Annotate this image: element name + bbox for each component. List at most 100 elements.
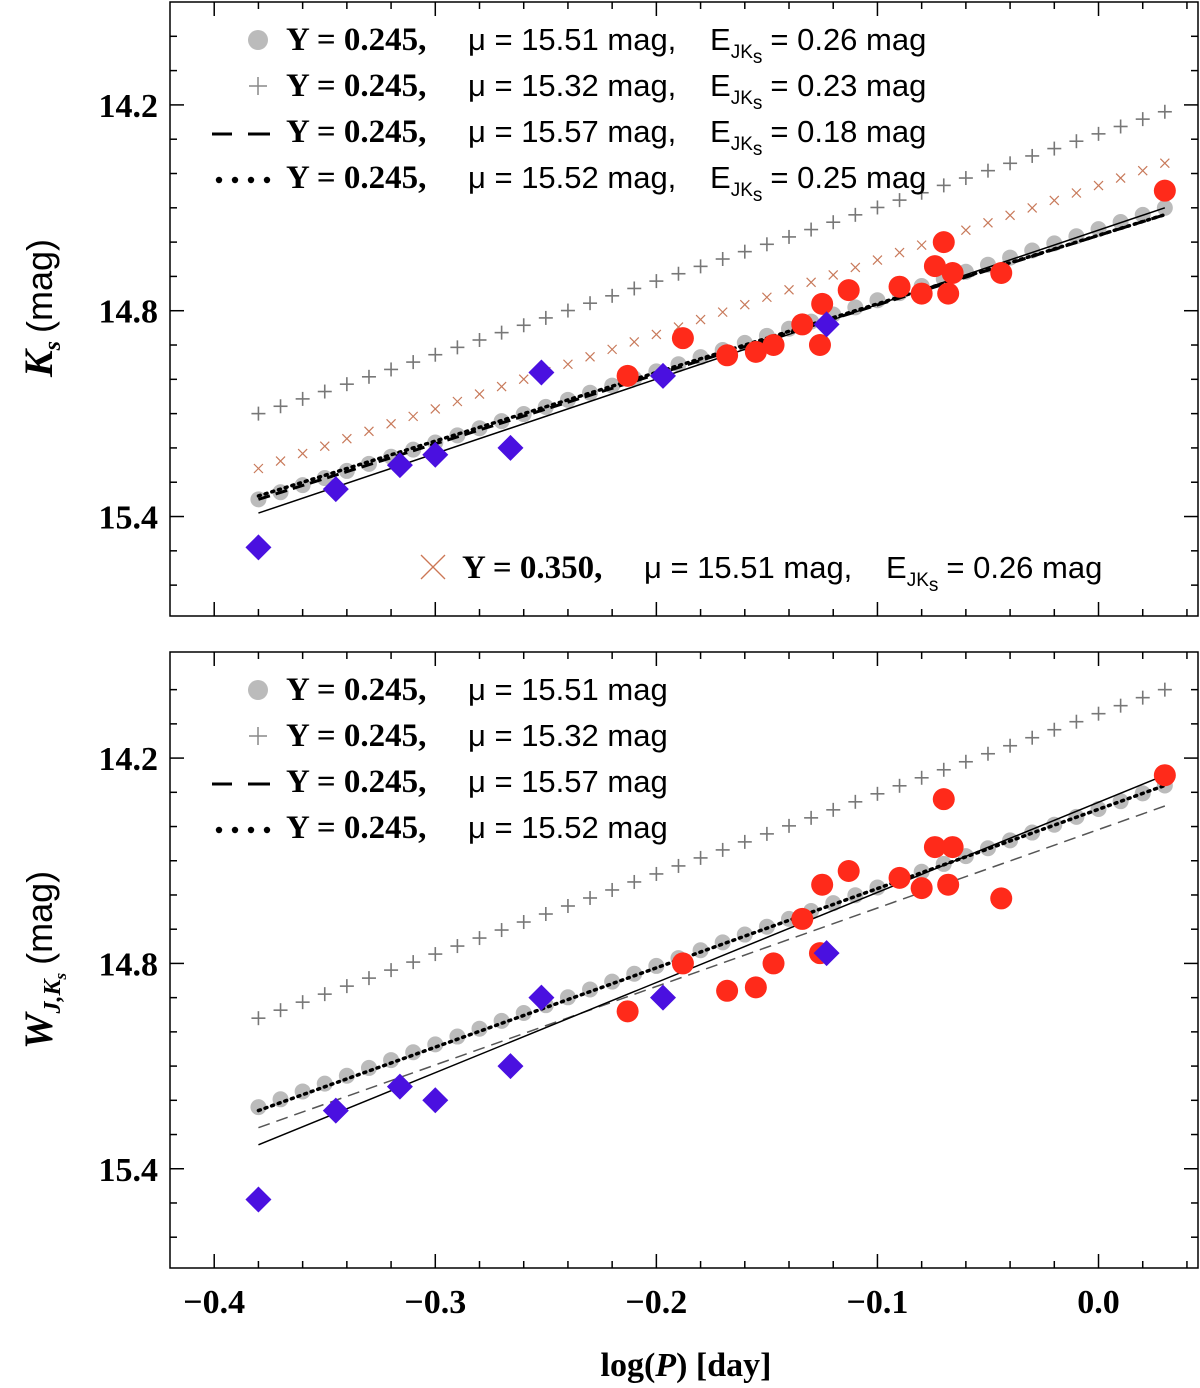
top-legend-e-val: = 0.18 mag [770, 114, 926, 149]
bottom-model-plus [317, 987, 332, 1002]
bottom-xtick-label: −0.2 [625, 1284, 687, 1321]
top-red-point [1153, 179, 1176, 202]
bottom-model-circle [449, 1028, 466, 1045]
bottom-blue-point [245, 1186, 272, 1213]
bottom-legend-dot [231, 826, 239, 834]
top-legend-e-val: = 0.23 mag [770, 68, 926, 103]
bottom-red-point [791, 907, 814, 930]
top-model-plus [936, 178, 951, 193]
bottom-fit-line [258, 774, 1166, 1146]
top-legend-e-sub: JK [731, 88, 754, 109]
top-model-cross-b [430, 404, 441, 414]
top-legend-e-sub: JK [731, 180, 754, 201]
top-model-cross [1137, 165, 1148, 176]
bottom-legend-circle [248, 680, 268, 700]
bottom-legend-dot [263, 826, 271, 834]
top-model-cross [275, 456, 286, 466]
top-model-cross-b [1049, 195, 1060, 206]
bottom-model-plus [715, 842, 730, 857]
top-legend-symbol [215, 176, 271, 184]
top-model-cross [717, 307, 728, 318]
top-model-cross [430, 404, 441, 414]
top-model-cross [629, 336, 640, 347]
top-legend-mu: μ = 15.32 mag, [468, 68, 676, 103]
top-model-cross [828, 269, 839, 280]
top-model-cross-b [563, 359, 573, 370]
bottom-xtick-label: −0.3 [404, 1284, 466, 1321]
bottom-model-plus [1047, 722, 1062, 737]
top-red-point [762, 334, 785, 357]
top-model-cross-b [850, 262, 861, 273]
bottom-plot-area [245, 682, 1176, 1213]
top-legend-symbol [249, 77, 267, 95]
top-model-plus [1091, 126, 1106, 141]
bottom-model-plus [428, 947, 443, 962]
bottom-model-plus [295, 995, 310, 1010]
top-model-plus [804, 222, 819, 237]
bottom-legend-dot [247, 826, 255, 834]
top-model-cross-b [496, 381, 507, 392]
bottom-model-circle [979, 840, 996, 857]
top-model-cross [761, 292, 772, 303]
bottom-red-point [941, 836, 964, 859]
top-model-plus [759, 237, 774, 252]
top-legend-e-sub: JK [731, 42, 754, 63]
top-model-plus [384, 362, 399, 377]
top-red-point [744, 340, 767, 363]
top-model-plus [251, 406, 266, 421]
bottom-model-plus [693, 850, 708, 865]
top-model-cross [452, 396, 463, 407]
bottom-model-plus [583, 890, 598, 905]
top-legend-e: EJKs = 0.25 mag [710, 160, 926, 206]
top-model-plus [1047, 141, 1062, 156]
top-model-plus [826, 215, 841, 230]
top-red-point [888, 275, 911, 298]
top-legend2-e-subsub: s [929, 575, 939, 596]
top-model-cross [518, 374, 529, 385]
top-model-cross [651, 329, 662, 340]
top-model-cross [872, 255, 883, 265]
top-model-cross [983, 217, 993, 228]
top-model-cross-b [275, 456, 286, 466]
bottom-model-plus [826, 802, 841, 817]
top-model-cross-b [673, 322, 684, 332]
top-ytick-label: 15.4 [99, 500, 159, 537]
bottom-dashed-line [258, 805, 1166, 1129]
top-model-plus [914, 185, 929, 200]
bottom-legend-mu: μ = 15.57 mag [468, 764, 668, 799]
bottom-model-plus [538, 907, 553, 922]
top-model-plus [428, 347, 443, 362]
top-model-plus [605, 288, 620, 303]
bottom-red-point [1153, 764, 1176, 787]
top-model-plus [1003, 156, 1018, 171]
top-model-cross [894, 247, 905, 258]
top-model-cross-b [894, 247, 905, 258]
top-model-cross-b [1159, 158, 1170, 169]
bottom-model-plus [782, 818, 797, 833]
top-model-cross [960, 225, 971, 236]
top-legend-y: Y = 0.245, [286, 160, 426, 196]
top-model-plus [1113, 119, 1128, 134]
top-model-cross [850, 262, 861, 273]
top-model-cross-b [1005, 210, 1016, 221]
top-red-point [671, 327, 694, 350]
top-legend-mu: μ = 15.51 mag, [468, 22, 676, 57]
bottom-blue-point [386, 1073, 413, 1100]
bottom-red-point [923, 836, 946, 859]
top-panel-frame [169, 1, 1199, 617]
top-model-plus [980, 163, 995, 178]
top-model-cross [916, 240, 927, 251]
top-model-cross-b [1115, 173, 1126, 184]
top-model-plus [737, 244, 752, 259]
bottom-red-point [671, 952, 694, 975]
bottom-red-point [837, 860, 860, 883]
bottom-legend: Y = 0.245, μ = 15.51 mag Y = 0.245, μ = 15.… [212, 672, 668, 846]
top-model-cross [1005, 210, 1016, 221]
bottom-red-point [932, 788, 955, 811]
bottom-xtick-label: 0.0 [1077, 1284, 1120, 1321]
bottom-model-plus [406, 955, 421, 970]
top-model-cross [784, 284, 794, 295]
top-ytick-label: 14.8 [99, 294, 159, 331]
bottom-model-plus [1135, 690, 1150, 705]
bottom-model-plus [384, 963, 399, 978]
